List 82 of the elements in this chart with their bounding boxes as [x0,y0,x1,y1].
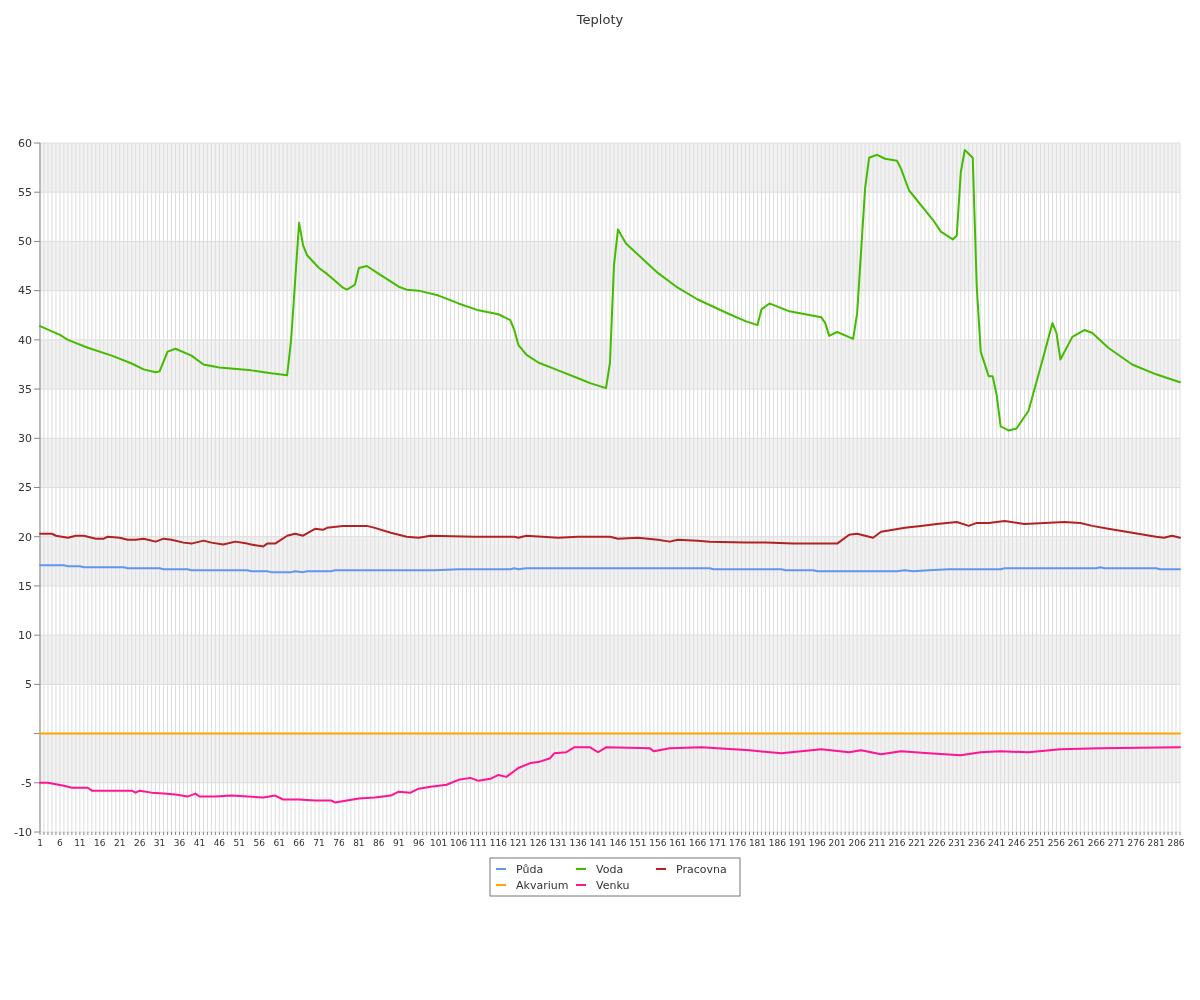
x-tick-label: 226 [928,838,946,848]
y-tick-label: 50 [18,235,32,249]
x-tick-label: 1 [37,838,43,848]
x-tick-label: 56 [253,838,266,848]
legend-label: Voda [596,862,624,876]
x-tick-label: 136 [569,838,587,848]
x-tick-label: 151 [629,838,647,848]
chart-title: Teploty [575,12,624,27]
x-tick-label: 91 [393,838,405,848]
x-tick-label: 86 [373,838,385,848]
x-tick-label: 161 [669,838,687,848]
y-tick-label: 55 [18,186,32,200]
x-tick-label: 76 [333,838,345,848]
x-tick-label: 116 [489,838,508,848]
legend-label: Akvarium [516,878,569,892]
x-tick-label: 266 [1087,838,1106,848]
x-tick-label: 186 [768,838,787,848]
y-tick-label: 25 [18,481,32,495]
y-tick-label: -5 [21,776,32,790]
y-tick-label: 15 [18,579,32,593]
x-tick-label: 11 [74,838,86,848]
x-tick-label: 16 [94,838,106,848]
y-tick-label: 45 [18,284,32,298]
x-tick-label: 106 [449,838,468,848]
x-tick-label: 101 [430,838,448,848]
x-tick-label: 121 [509,838,527,848]
x-tick-label: 166 [689,838,707,848]
legend-label: Pracovna [676,862,727,876]
x-tick-label: 181 [748,838,767,848]
x-tick-label: 126 [529,838,548,848]
x-tick-label: 81 [353,838,365,848]
y-tick-label: 10 [18,628,32,642]
x-tick-label: 46 [213,838,226,848]
x-tick-label: 176 [728,838,747,848]
x-tick-label: 286 [1167,838,1185,848]
x-tick-label: 111 [469,838,488,848]
x-tick-label: 26 [133,838,146,848]
x-tick-label: 221 [908,838,926,848]
x-tick-label: 41 [193,838,206,848]
x-tick-label: 36 [173,838,186,848]
line-series [39,746,1181,804]
x-tick-label: 231 [948,838,966,848]
x-tick-label: 51 [233,838,246,848]
y-tick-label: -10 [14,825,32,839]
x-tick-label: 276 [1127,838,1146,848]
line-series [39,148,1181,432]
y-tick-label: 30 [18,432,32,446]
legend-label: Venku [596,878,630,892]
line-series [39,519,1181,548]
x-tick-label: 246 [1007,838,1026,848]
x-tick-label: 211 [868,838,886,848]
y-tick-label: 20 [18,530,32,544]
y-tick-label: 35 [18,382,32,396]
x-tick-label: 61 [273,838,285,848]
x-tick-label: 236 [968,838,986,848]
x-tick-label: 196 [808,838,827,848]
x-tick-label: 146 [609,838,627,848]
x-tick-label: 216 [888,838,906,848]
x-tick-label: 31 [153,838,166,848]
x-tick-label: 96 [412,838,425,848]
x-tick-label: 256 [1047,838,1066,848]
x-tick-label: 281 [1147,838,1165,848]
x-tick-label: 6 [57,838,64,848]
x-tick-label: 261 [1067,838,1085,848]
x-tick-label: 171 [709,838,727,848]
x-tick-label: 206 [848,838,866,848]
y-tick-label: 40 [18,333,32,347]
x-tick-label: 271 [1107,838,1125,848]
x-tick-label: 241 [988,838,1006,848]
x-tick-label: 66 [293,838,306,848]
x-tick-label: 201 [828,838,846,848]
x-tick-label: 156 [649,838,667,848]
x-tick-label: 191 [788,838,806,848]
x-tick-label: 251 [1027,838,1046,848]
x-tick-label: 71 [313,838,325,848]
x-tick-label: 21 [113,838,126,848]
y-tick-label: 5 [25,678,32,692]
x-tick-label: 141 [589,838,607,848]
legend-label: Půda [516,862,544,876]
y-tick-label: 60 [18,136,32,150]
x-tick-label: 131 [549,838,567,848]
line-series [39,564,1181,574]
